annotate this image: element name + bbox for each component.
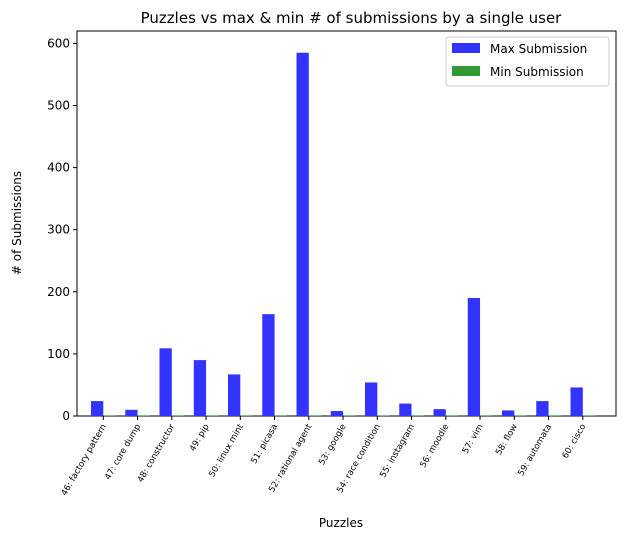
bar-max-submission-46-factory-pattern <box>91 401 104 416</box>
bars-group <box>91 52 596 416</box>
bar-min-submission-54-race-condition <box>377 415 390 416</box>
y-tick-label-300: 300 <box>47 223 70 237</box>
x-tick-label-53-google: 53: google <box>317 423 348 468</box>
bar-max-submission-50-linux-mint <box>228 374 241 416</box>
y-axis-label: # of Submissions <box>10 171 24 275</box>
bar-min-submission-49-pip <box>206 415 219 416</box>
legend-label-max-submission: Max Submission <box>490 42 587 56</box>
legend-box <box>445 36 610 87</box>
bar-max-submission-47-core-dump <box>125 409 138 416</box>
bar-max-submission-58-flow <box>502 410 515 416</box>
y-tick-label-100: 100 <box>47 347 70 361</box>
x-tick-label-49-pip: 49: pip <box>188 423 212 454</box>
bar-max-submission-60-cisco <box>570 387 583 416</box>
x-tick-label-47-core-dump: 47: core dump <box>103 423 143 482</box>
y-axis: 0 100 200 300 400 500 600 <box>47 36 77 423</box>
bar-max-submission-51-picasa <box>262 314 275 416</box>
bar-min-submission-53-google <box>343 415 356 416</box>
legend-swatch-max-submission <box>452 43 480 53</box>
y-tick-label-0: 0 <box>62 409 70 423</box>
bar-max-submission-52-rational-agent <box>296 52 309 416</box>
bar-min-submission-56-moodle <box>445 415 459 416</box>
legend: Max Submission Min Submission <box>445 36 610 87</box>
bar-min-submission-51-picasa <box>274 415 287 416</box>
bar-max-submission-57-vim <box>467 298 481 416</box>
bar-min-submission-59-automata <box>548 415 561 416</box>
chart-title: Puzzles vs max & min # of submissions by… <box>141 9 563 27</box>
bar-min-submission-46-factory-pattern <box>103 415 116 416</box>
x-tick-label-60-cisco: 60: cisco <box>561 423 589 461</box>
x-tick-label-58-flow: 58: flow <box>494 423 520 458</box>
bar-max-submission-48-constructor <box>159 348 172 416</box>
bar-max-submission-49-pip <box>193 360 207 416</box>
y-tick-label-200: 200 <box>47 285 70 299</box>
bar-max-submission-56-moodle <box>433 409 446 416</box>
x-tick-label-51-picasa: 51: picasa <box>249 423 280 466</box>
plot-area <box>76 30 617 417</box>
x-tick-label-57-vim: 57: vim <box>461 423 486 456</box>
legend-swatch-min-submission <box>452 66 480 76</box>
y-tick-label-500: 500 <box>47 99 70 113</box>
bar-min-submission-50-linux-mint <box>240 415 253 416</box>
x-tick-label-46-factory-pattern: 46: factory pattern <box>60 423 109 498</box>
x-tick-label-50-linux-mint: 50: linux mint <box>207 422 246 479</box>
y-tick-label-400: 400 <box>47 161 70 175</box>
legend-label-min-submission: Min Submission <box>490 65 584 79</box>
y-tick-label-600: 600 <box>47 36 70 50</box>
bar-max-submission-53-google <box>330 411 344 416</box>
x-tick-label-56-moodle: 56: moodle <box>418 423 451 470</box>
bar-min-submission-47-core-dump <box>137 415 150 416</box>
bar-max-submission-59-automata <box>536 401 549 416</box>
bar-max-submission-55-instagram <box>399 403 412 416</box>
bar-min-submission-55-instagram <box>411 415 424 416</box>
bar-min-submission-57-vim <box>480 415 493 416</box>
x-tick-label-59-automata: 59: automata <box>516 423 554 478</box>
bar-max-submission-54-race-condition <box>365 382 378 416</box>
x-tick-label-48-constructor: 48: constructor <box>136 422 178 484</box>
bar-min-submission-58-flow <box>514 415 527 416</box>
bar-min-submission-52-rational-agent <box>308 415 322 416</box>
bar-min-submission-48-constructor <box>171 415 185 416</box>
x-axis-label: Puzzles <box>319 516 363 530</box>
bar-min-submission-60-cisco <box>582 415 596 416</box>
x-tick-label-55-instagram: 55: instagram <box>378 423 417 480</box>
